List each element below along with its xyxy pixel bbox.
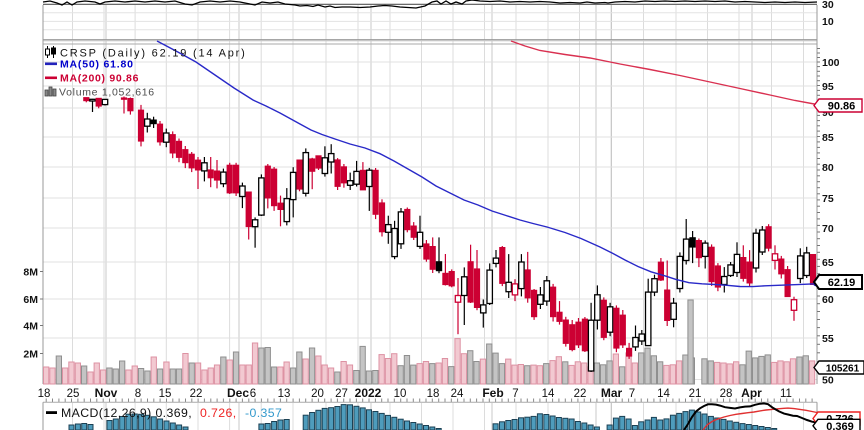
svg-text:90.86: 90.86 — [828, 101, 856, 113]
svg-text:30: 30 — [822, 0, 834, 11]
svg-text:80: 80 — [822, 162, 834, 174]
svg-text:MACD(12,26,9) 0.369,: MACD(12,26,9) 0.369, — [61, 406, 192, 420]
svg-text:95: 95 — [822, 81, 834, 93]
svg-text:6M: 6M — [23, 294, 38, 306]
svg-text:105261: 105261 — [826, 364, 860, 375]
svg-text:22: 22 — [190, 388, 203, 400]
svg-text:22: 22 — [574, 388, 587, 400]
svg-text:14: 14 — [542, 388, 555, 400]
svg-text:15: 15 — [159, 388, 172, 400]
svg-text:21: 21 — [689, 388, 702, 400]
svg-text:100: 100 — [822, 57, 840, 69]
svg-text:8M: 8M — [23, 267, 38, 279]
svg-text:18: 18 — [38, 388, 51, 400]
svg-text:85: 85 — [822, 132, 834, 144]
svg-text:7: 7 — [512, 388, 518, 400]
svg-text:0.726,: 0.726, — [200, 406, 237, 420]
svg-text:8: 8 — [135, 388, 141, 400]
svg-text:Dec: Dec — [227, 386, 249, 400]
svg-text:13: 13 — [278, 388, 291, 400]
svg-text:60: 60 — [822, 294, 834, 306]
svg-text:27: 27 — [335, 388, 348, 400]
svg-text:28: 28 — [720, 388, 733, 400]
svg-text:2022: 2022 — [355, 386, 382, 400]
svg-text:70: 70 — [822, 223, 834, 235]
svg-text:10: 10 — [394, 388, 407, 400]
svg-text:18: 18 — [427, 388, 440, 400]
svg-text:MA(50) 61.80: MA(50) 61.80 — [60, 59, 134, 71]
svg-text:0.369: 0.369 — [826, 421, 854, 430]
svg-text:7: 7 — [629, 388, 635, 400]
svg-text:55: 55 — [822, 333, 834, 345]
svg-text:10: 10 — [822, 16, 834, 28]
svg-text:25: 25 — [67, 388, 80, 400]
svg-text:CRSP (Daily) 62.19 (14 Apr): CRSP (Daily) 62.19 (14 Apr) — [60, 48, 247, 60]
svg-text:90: 90 — [822, 107, 834, 119]
svg-text:20: 20 — [311, 388, 324, 400]
svg-text:MA(200) 90.86: MA(200) 90.86 — [60, 73, 139, 85]
svg-text:Feb: Feb — [482, 386, 503, 400]
svg-text:-0.357: -0.357 — [245, 406, 282, 420]
svg-text:24: 24 — [451, 388, 464, 400]
svg-text:11: 11 — [780, 388, 792, 400]
svg-text:62.19: 62.19 — [828, 277, 856, 289]
svg-text:Nov: Nov — [95, 386, 118, 400]
svg-text:65: 65 — [822, 257, 834, 269]
svg-text:4M: 4M — [23, 321, 38, 333]
svg-text:14: 14 — [657, 388, 670, 400]
svg-text:6: 6 — [250, 388, 256, 400]
svg-text:Volume 1,052,616: Volume 1,052,616 — [59, 87, 155, 99]
svg-text:Mar: Mar — [601, 386, 623, 400]
svg-text:Apr: Apr — [741, 386, 762, 400]
svg-text:75: 75 — [822, 193, 834, 205]
svg-text:50: 50 — [822, 375, 834, 387]
svg-text:2M: 2M — [23, 349, 38, 361]
